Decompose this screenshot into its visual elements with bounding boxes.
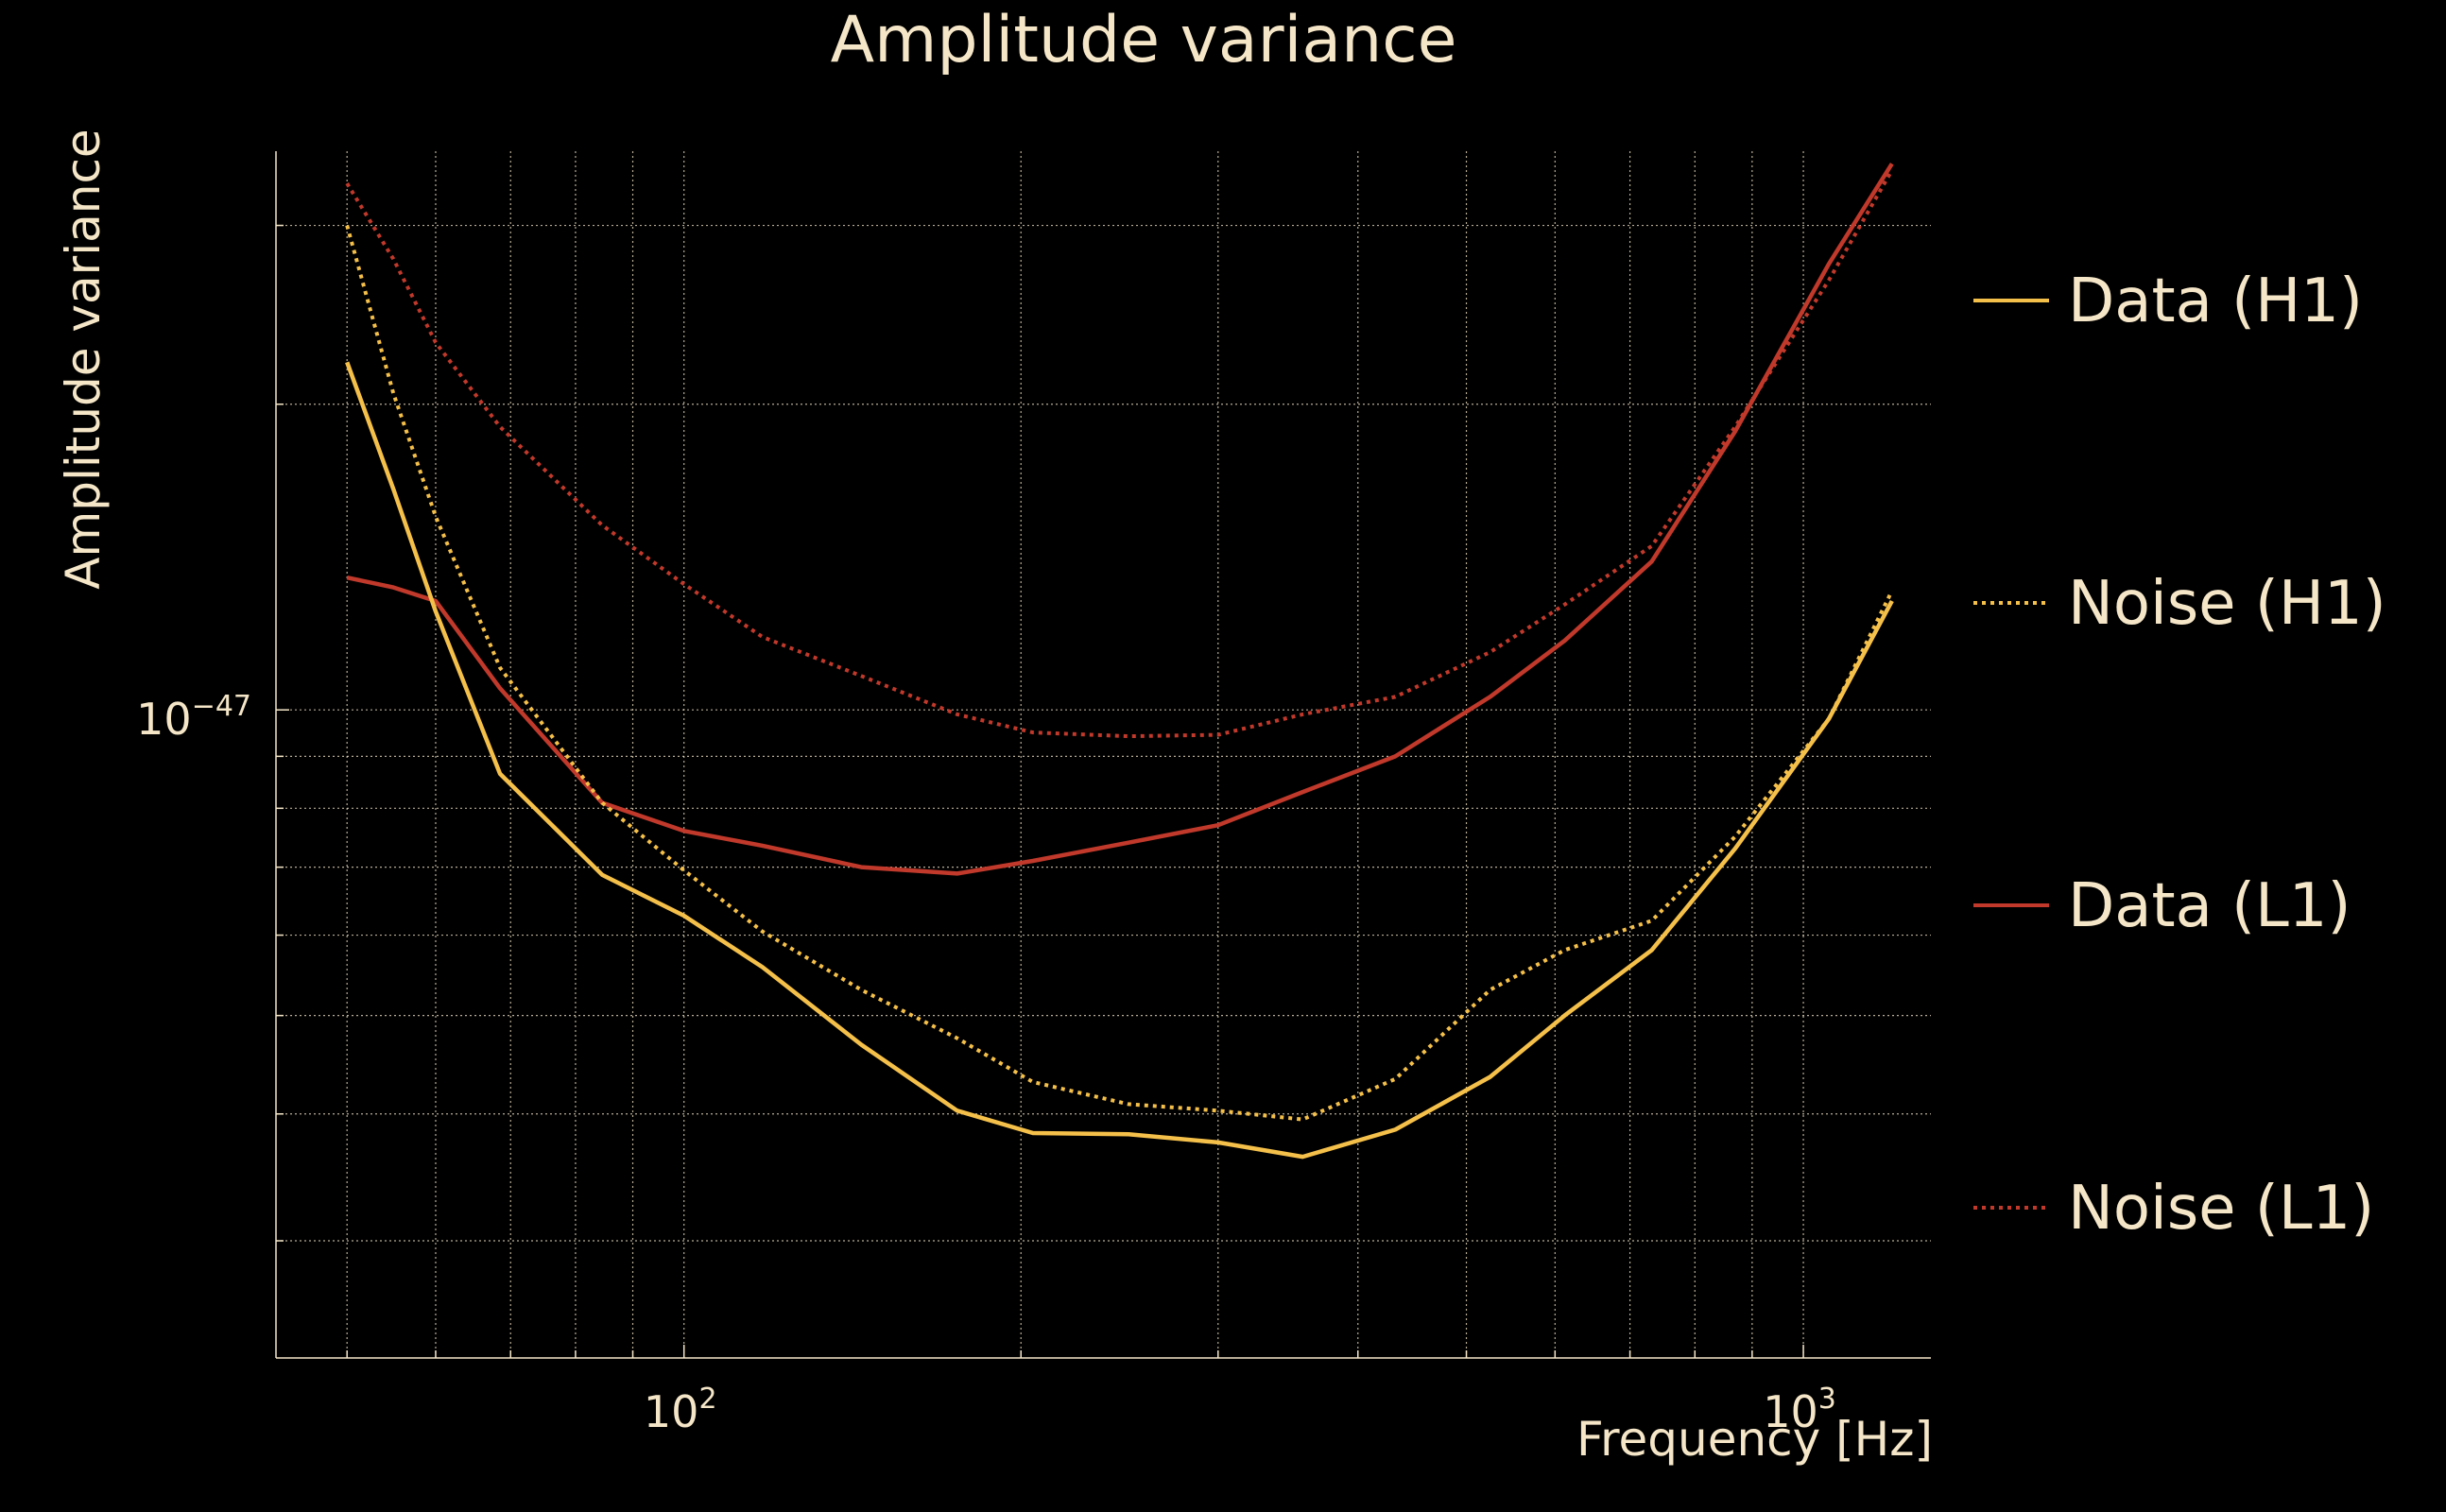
series-line-data-h1	[345, 361, 1894, 1160]
legend-label: Data (H1)	[2068, 266, 2363, 336]
legend: Data (H1) Noise (H1) Data (L1) Noise (L1)	[1973, 266, 2386, 1244]
y-tick-label: 10−47	[136, 690, 251, 745]
tick-labels: 102 103 10−47	[136, 690, 1836, 1437]
x-tick-label: 102	[644, 1383, 717, 1437]
legend-label: Noise (L1)	[2068, 1174, 2374, 1244]
x-tick-label: 103	[1763, 1383, 1836, 1437]
series-line-data-l1	[346, 163, 1894, 876]
axes-frame	[275, 151, 1931, 1359]
series-layer	[345, 163, 1894, 1160]
legend-label: Noise (H1)	[2068, 569, 2386, 639]
chart-title: Amplitude variance	[831, 3, 1457, 77]
y-axis-label: Amplitude variance	[56, 129, 111, 589]
x-axis-label: Frequency [Hz]	[1576, 1412, 1933, 1467]
legend-label: Data (L1)	[2068, 871, 2351, 941]
grid	[276, 151, 1931, 1358]
series-line-noise-h1	[345, 225, 1894, 1122]
series-line-noise-l1	[345, 169, 1894, 739]
